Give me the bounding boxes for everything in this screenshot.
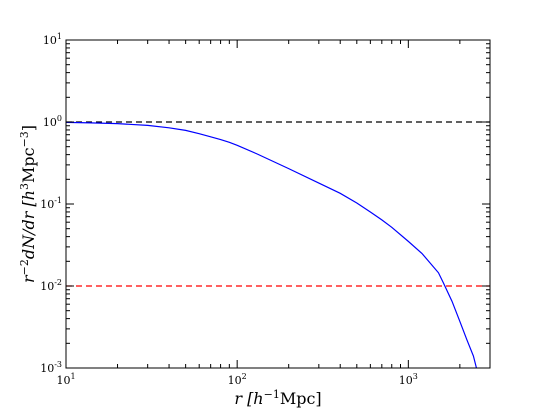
- plot-frame: [65, 39, 491, 369]
- axis-ticks: 101 102 103 10-3 10-2 10-1 100 101: [40, 32, 491, 387]
- y-tick-label: 10-3: [40, 360, 62, 375]
- plot-marks: [66, 121, 490, 368]
- y-tick-label: 10-2: [40, 278, 62, 293]
- series-line-0: [66, 121, 478, 368]
- y-tick-label: 10-1: [40, 196, 62, 211]
- x-tick-label: 103: [399, 372, 418, 387]
- x-tick-label: 101: [56, 372, 75, 387]
- x-tick-label: 102: [228, 372, 247, 387]
- x-axis-label: r [h−1Mpc]: [234, 388, 321, 408]
- y-tick-label: 101: [43, 32, 62, 47]
- y-axis-label: r−2dN/dr [h3Mpc−3]: [18, 125, 38, 283]
- y-tick-label: 100: [43, 114, 62, 129]
